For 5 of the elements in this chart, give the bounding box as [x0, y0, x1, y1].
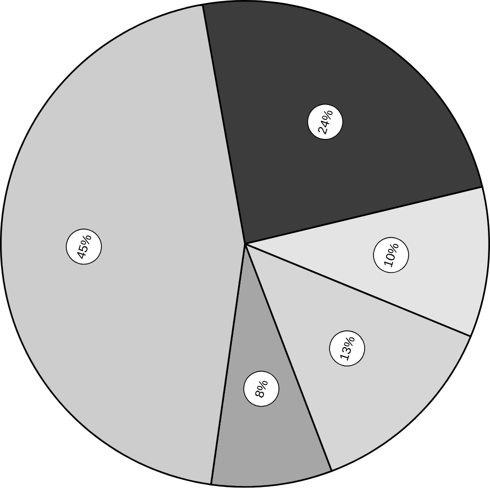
data-label: 8%: [255, 381, 268, 398]
data-label: 45%: [77, 236, 92, 260]
data-label: 13%: [340, 337, 354, 361]
data-label: 24%: [318, 110, 333, 135]
data-label: 10%: [384, 244, 398, 268]
